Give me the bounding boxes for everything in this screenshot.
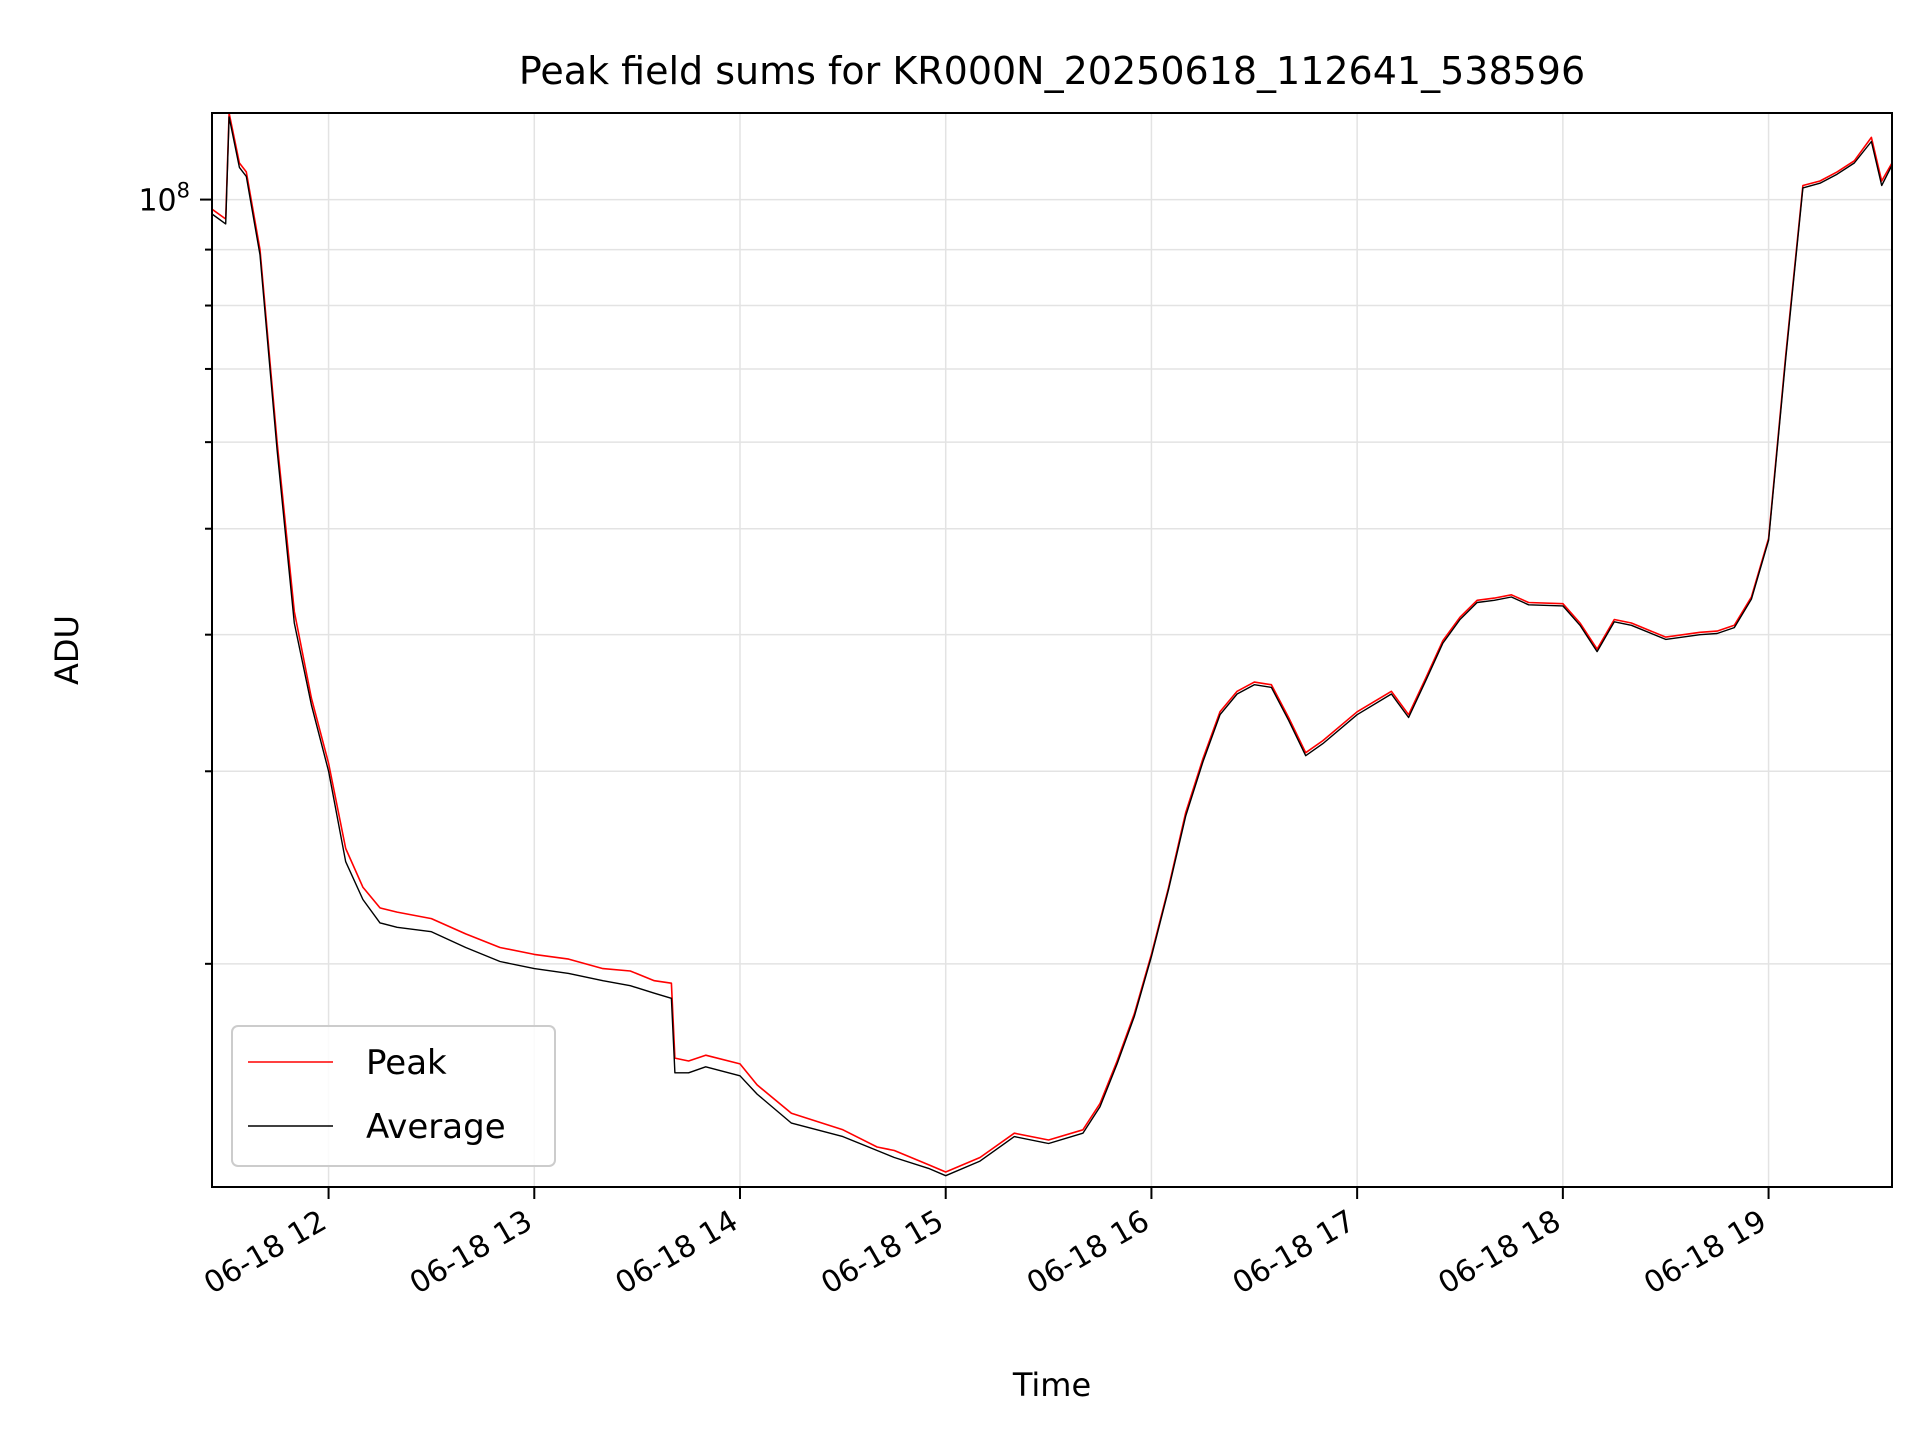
- legend-box: [231, 1025, 556, 1167]
- plot-frame: [211, 112, 1893, 1188]
- x-axis-label: Time: [1012, 1366, 1091, 1404]
- legend-label-average: Average: [366, 1107, 506, 1147]
- legend-label-peak: Peak: [366, 1043, 447, 1083]
- y-axis: 108: [138, 179, 212, 965]
- series-line-average: [211, 116, 1893, 1177]
- legend: Peak Average: [231, 1025, 556, 1167]
- y-tick-label: 108: [138, 179, 190, 219]
- y-axis-label: ADU: [48, 615, 86, 685]
- series-line-peak: [211, 112, 1893, 1173]
- series-layer: [211, 112, 1893, 1177]
- chart-title: Peak field sums for KR000N_20250618_1126…: [519, 49, 1585, 93]
- grid: [212, 113, 1892, 1187]
